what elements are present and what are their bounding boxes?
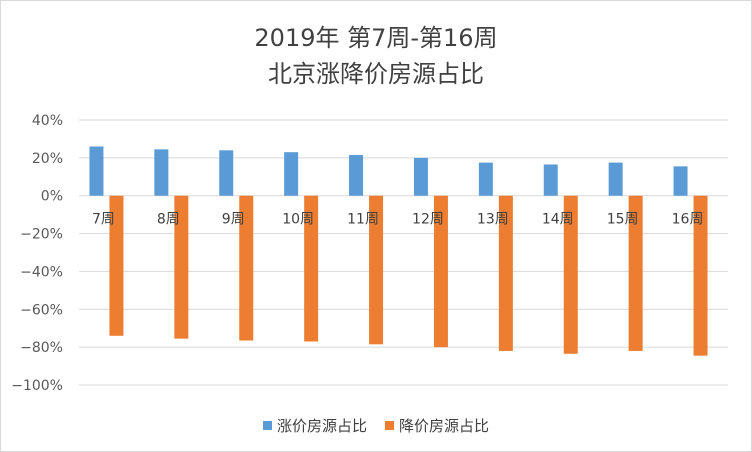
legend: 涨价房源占比 降价房源占比 <box>1 415 751 436</box>
x-category-label: 16周 <box>672 212 704 228</box>
bar-fall <box>174 195 189 339</box>
bar-fall <box>498 195 513 351</box>
bar-fall <box>369 195 384 345</box>
y-tick-label: 20% <box>32 151 63 167</box>
bar-fall <box>239 195 254 341</box>
y-tick-label: −20% <box>20 227 63 243</box>
x-category-label: 12周 <box>412 212 444 228</box>
bar-rise <box>349 155 364 196</box>
bar-rise <box>413 157 428 196</box>
legend-label-rise: 涨价房源占比 <box>276 417 367 435</box>
bar-rise <box>673 166 688 196</box>
legend-swatch-rise <box>262 421 272 430</box>
x-category-label: 10周 <box>282 212 314 228</box>
bar-rise <box>608 162 623 196</box>
y-tick-label: 40% <box>32 113 63 129</box>
bar-fall <box>304 195 319 342</box>
legend-item-rise: 涨价房源占比 <box>262 415 367 436</box>
legend-item-fall: 降价房源占比 <box>385 415 489 436</box>
legend-swatch-fall <box>385 421 394 430</box>
y-tick-label: −80% <box>20 340 63 356</box>
bar-fall <box>109 195 124 336</box>
y-tick-label: −40% <box>20 264 63 280</box>
bar-rise <box>154 149 169 196</box>
bar-rise <box>284 152 299 196</box>
bar-rise <box>89 146 104 196</box>
bar-rise <box>219 150 234 196</box>
chart-subtitle: 北京涨降价房源占比 <box>268 60 484 88</box>
bar-rise <box>543 164 558 196</box>
chart-title: 2019年 第7周-第16周 <box>254 24 498 52</box>
x-category-label: 11周 <box>347 212 379 228</box>
bar-rise <box>478 162 493 196</box>
bar-fall <box>563 195 578 354</box>
x-category-label: 14周 <box>542 212 574 228</box>
legend-label-fall: 降价房源占比 <box>399 417 490 435</box>
y-tick-label: −60% <box>20 302 63 318</box>
bar-fall <box>433 195 448 348</box>
y-tick-label: 0% <box>41 189 63 205</box>
x-category-label: 13周 <box>477 212 509 228</box>
x-category-label: 8周 <box>157 212 180 228</box>
x-category-label: 9周 <box>222 212 245 228</box>
x-category-label: 7周 <box>92 212 115 228</box>
bar-fall <box>628 195 643 351</box>
bar-fall <box>693 195 708 356</box>
y-tick-label: −100% <box>11 378 63 394</box>
x-category-label: 15周 <box>607 212 639 228</box>
